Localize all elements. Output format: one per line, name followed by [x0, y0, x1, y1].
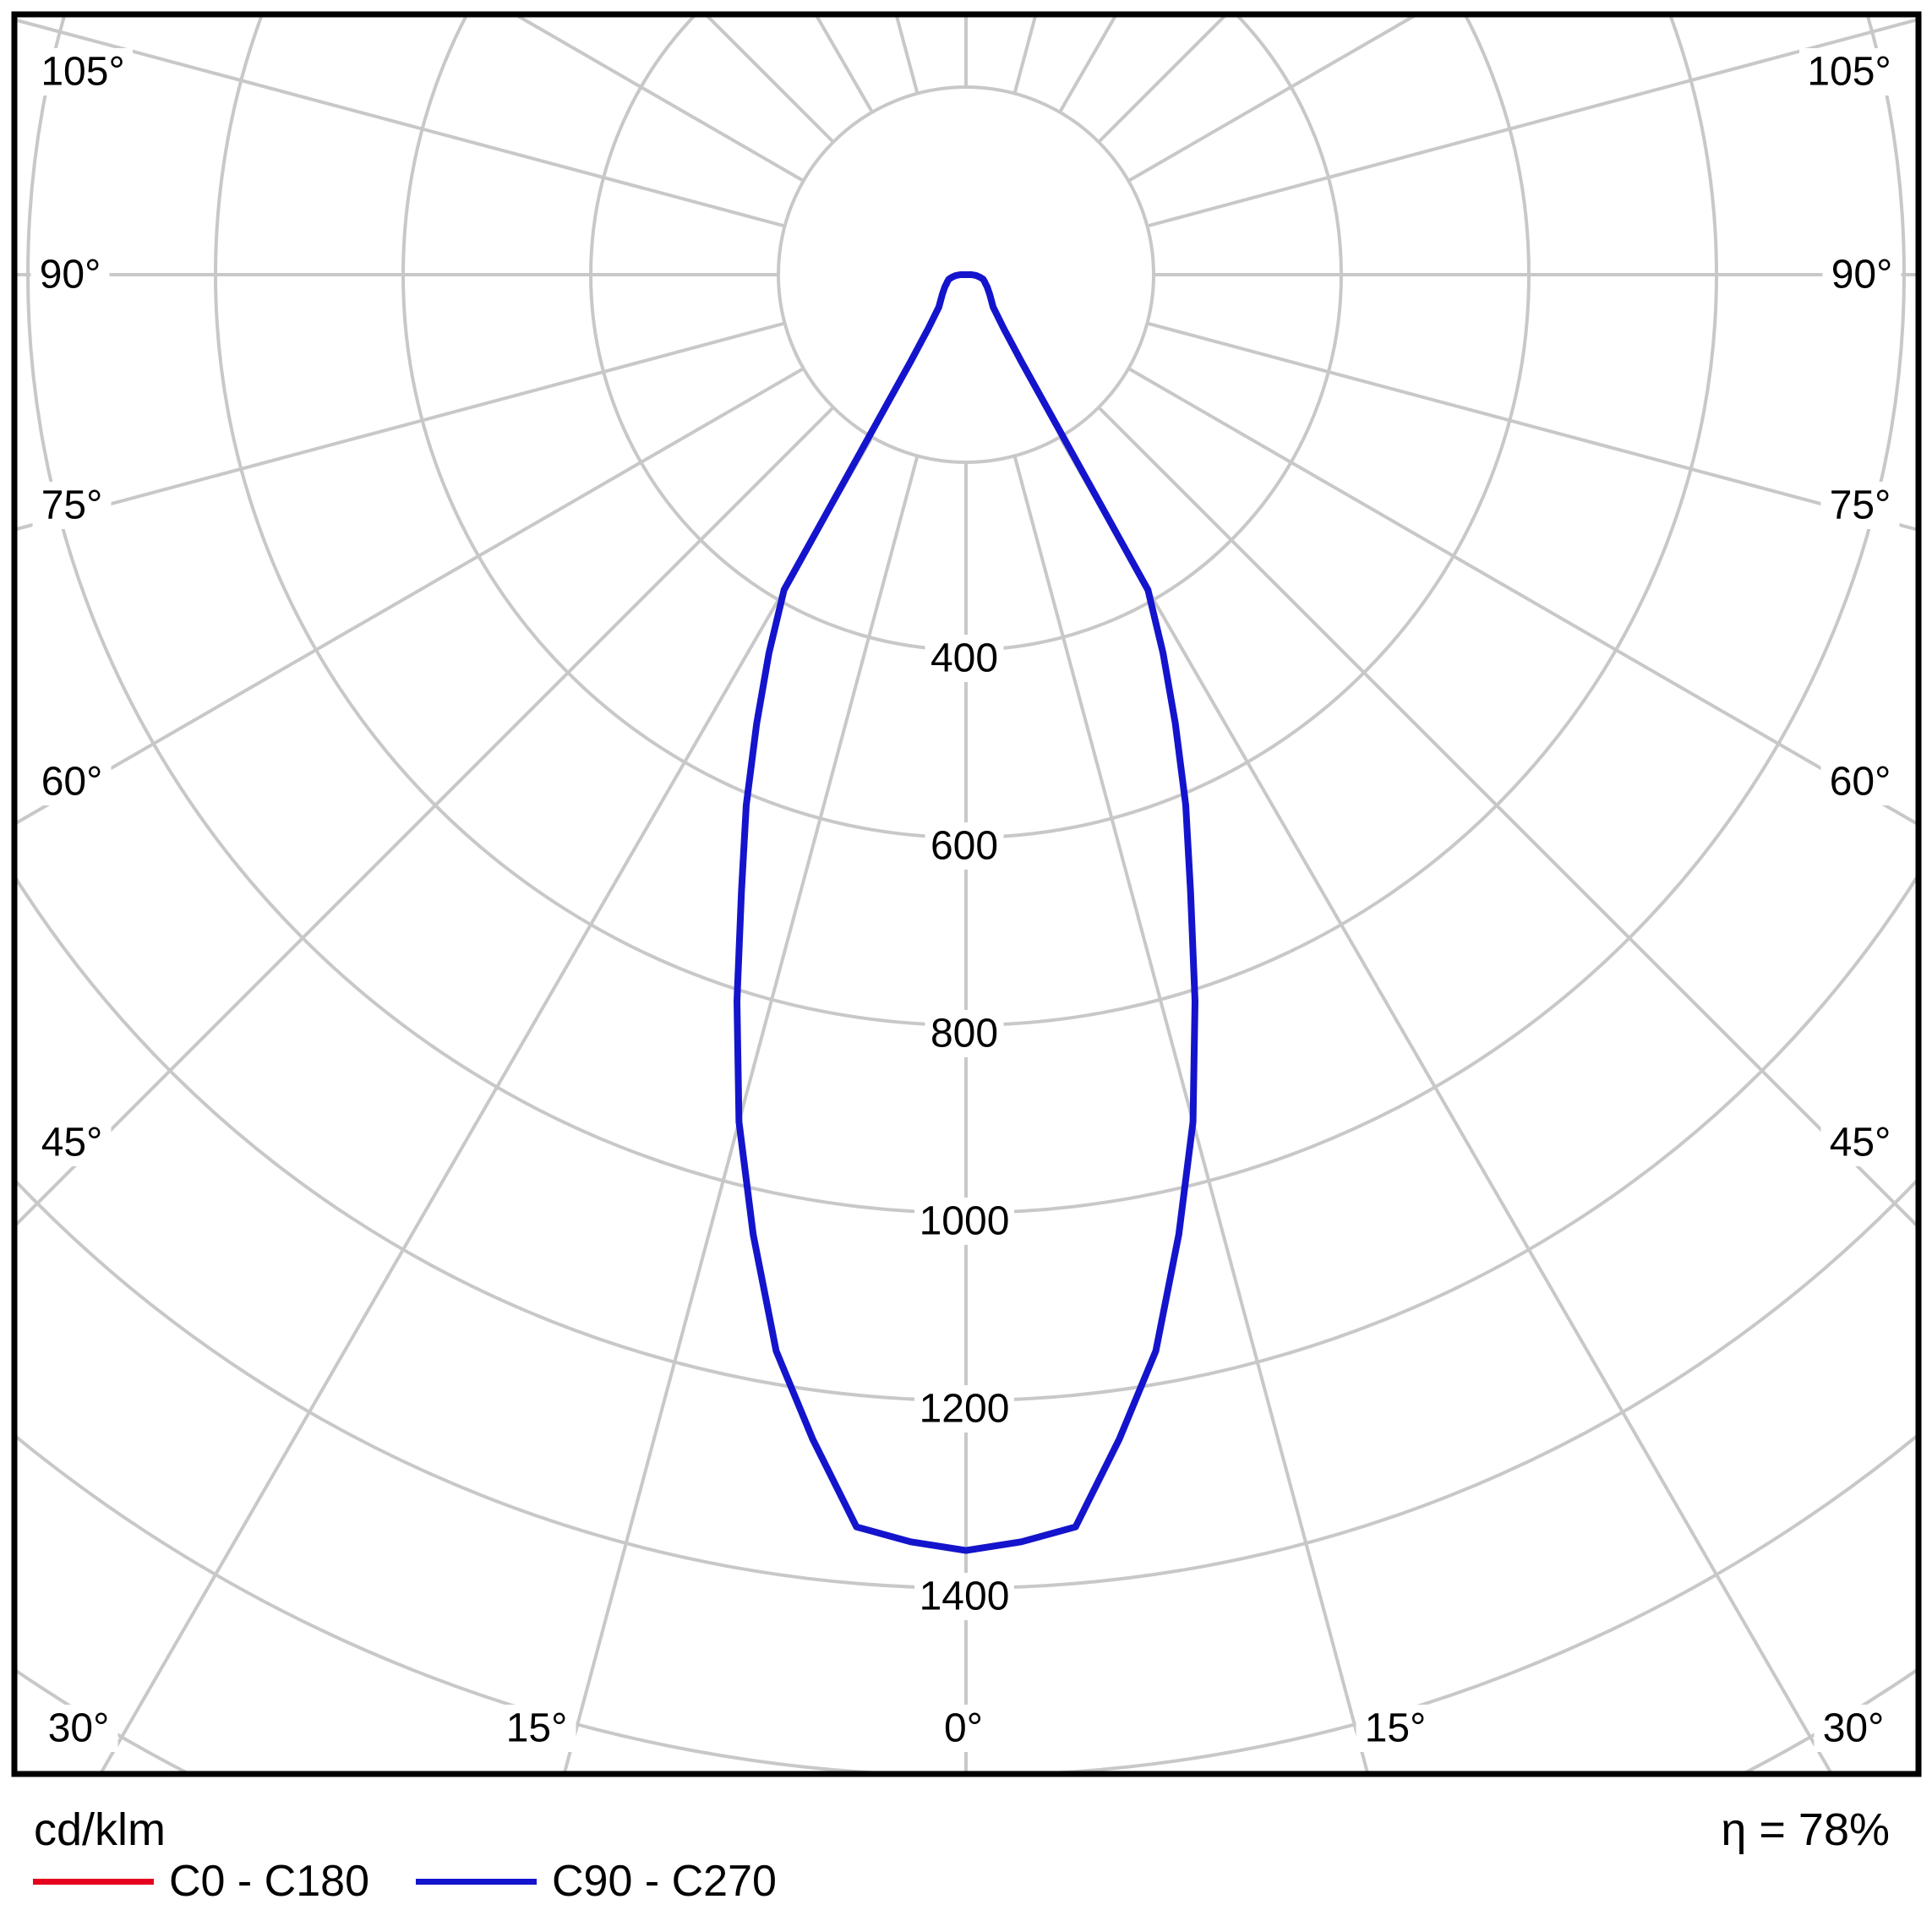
c90-c270-swatch: [416, 1878, 537, 1885]
radial-tick-800: 800: [931, 1012, 998, 1056]
radial-tick-600: 600: [931, 824, 998, 869]
legend-item-c0-c180: C0 - C180: [33, 1856, 369, 1907]
radial-tick-1200: 1200: [920, 1387, 1010, 1432]
radial-tick-400: 400: [931, 636, 998, 681]
plot-border: [11, 11, 1922, 1777]
unit-label: cd/klm: [34, 1804, 166, 1855]
angle-tick-left-75°: 75°: [41, 483, 103, 528]
radial-tick-1000: 1000: [920, 1199, 1010, 1244]
angle-tick-right-90°: 90°: [1831, 253, 1893, 297]
angle-tick-right-60°: 60°: [1830, 760, 1891, 805]
legend-item-c90-c270: C90 - C270: [416, 1856, 777, 1907]
angle-tick-left-105°: 105°: [41, 50, 124, 95]
angle-tick-right-75°: 75°: [1830, 483, 1891, 528]
angle-tick-bottom-3-15°: 15°: [1365, 1706, 1427, 1751]
c0-c180-swatch: [33, 1878, 154, 1885]
angle-tick-left-45°: 45°: [41, 1121, 103, 1165]
angle-tick-left-60°: 60°: [41, 760, 103, 805]
angle-tick-left-90°: 90°: [40, 253, 101, 297]
grid-labels: 400 600 800 1000 1200 1400 105° 105° 90° 90° 75° 75…: [30, 48, 1902, 1752]
radial-tick-1400: 1400: [920, 1575, 1010, 1619]
angle-tick-bottom-0-30°: 30°: [48, 1706, 110, 1751]
efficiency-label: η = 78%: [1721, 1804, 1890, 1855]
angle-tick-right-45°: 45°: [1830, 1121, 1891, 1165]
angle-tick-bottom-1-15°: 15°: [506, 1706, 568, 1751]
angle-tick-right-105°: 105°: [1807, 50, 1891, 95]
c0-c180-label: C0 - C180: [169, 1857, 369, 1906]
angle-tick-bottom-4-30°: 30°: [1823, 1706, 1885, 1751]
c90-c270-curve: [734, 271, 1198, 1554]
c90-c270-label: C90 - C270: [552, 1857, 777, 1906]
angle-tick-bottom-2-0°: 0°: [944, 1706, 983, 1751]
